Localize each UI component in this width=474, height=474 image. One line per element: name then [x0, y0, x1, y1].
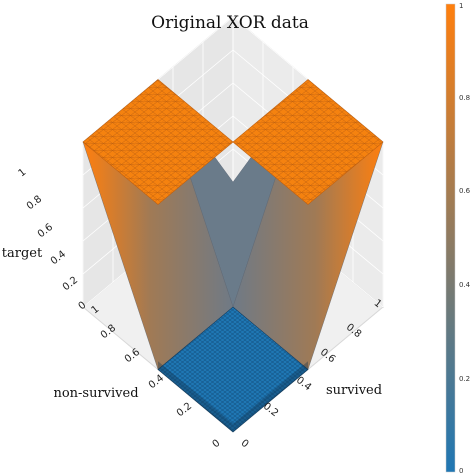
z-tick-label-0: 0 — [77, 300, 89, 313]
colorbar-tick-0.4: 0.4 — [459, 281, 471, 289]
z-axis-label: target — [2, 246, 43, 261]
chart-title: Original XOR data — [151, 13, 309, 33]
x-tick-label-0.2: 0.2 — [175, 401, 194, 419]
z-axis: 1 0.8 0.6 0.4 0.2 0 target — [2, 167, 89, 313]
colorbar-tick-0.8: 0.8 — [459, 94, 470, 102]
surface-front-shade — [158, 361, 233, 432]
colorbar-tick-0: 0 — [459, 467, 463, 474]
surface-front-shade — [233, 361, 308, 432]
z-tick-label-0.4: 0.4 — [49, 249, 68, 267]
surface-region-1 — [82, 79, 234, 205]
x-tick-label-1: 1 — [90, 304, 102, 317]
x-tick-label-0: 0 — [211, 438, 223, 451]
y-tick-label-0: 0 — [239, 438, 251, 451]
surface-region-0 — [157, 306, 309, 433]
x-axis-label: non-survived — [53, 386, 138, 401]
colorbar-tick-1: 1 — [459, 2, 463, 10]
colorbar-gradient — [445, 3, 456, 473]
colorbar-tick-0.2: 0.2 — [459, 375, 470, 383]
surface-region-2 — [232, 79, 384, 205]
z-tick-label-1: 1 — [17, 167, 29, 180]
colorbar: 1 0.8 0.6 0.4 0.2 0 — [445, 2, 471, 474]
colorbar-tick-0.6: 0.6 — [459, 187, 471, 195]
surface-scene — [82, 15, 384, 433]
y-axis-label: survived — [326, 383, 382, 398]
y-tick-label-1: 1 — [372, 298, 384, 311]
x-tick-label-0.4: 0.4 — [147, 373, 166, 391]
z-tick-label-0.8: 0.8 — [25, 194, 44, 212]
z-tick-label-0.6: 0.6 — [36, 222, 55, 240]
z-tick-label-0.2: 0.2 — [61, 275, 80, 293]
